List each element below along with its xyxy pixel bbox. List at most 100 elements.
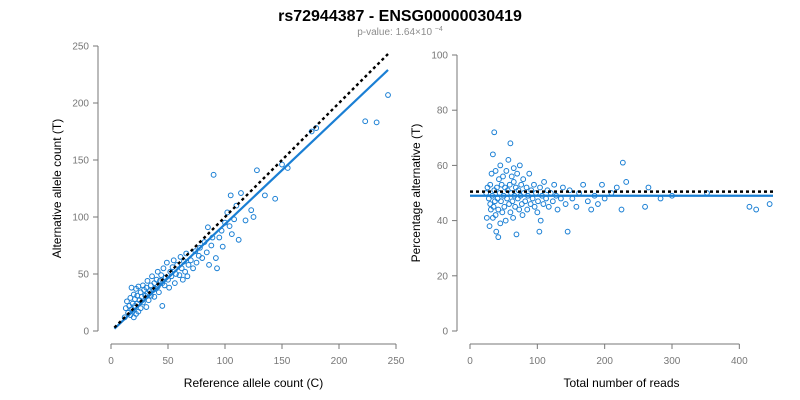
- left-data-point: [216, 234, 223, 241]
- left-data-point: [163, 259, 170, 266]
- right-data-point: [753, 206, 760, 213]
- left-data-point: [219, 243, 226, 250]
- right-data-point: [526, 170, 533, 177]
- right-data-point: [498, 181, 505, 188]
- left-data-point: [143, 304, 150, 310]
- left-data-point: [153, 276, 160, 283]
- left-data-point: [242, 217, 249, 224]
- left-data-point: [177, 254, 184, 260]
- right-data-point: [562, 201, 569, 207]
- left-data-point: [143, 284, 150, 291]
- right-data-point: [510, 179, 517, 185]
- right-data-point: [645, 184, 652, 191]
- right-data-point: [512, 203, 519, 210]
- chart-subtitle: p-value: 1.64×10 −4: [357, 26, 443, 38]
- right-data-point: [508, 173, 515, 180]
- left-x-tick-label: 150: [274, 356, 291, 367]
- right-data-point: [536, 228, 543, 235]
- right-data-point: [524, 206, 531, 213]
- left-data-point: [137, 305, 144, 312]
- left-data-point: [185, 261, 192, 268]
- left-data-point: [155, 289, 162, 296]
- right-data-point: [501, 203, 508, 210]
- left-data-point: [254, 167, 260, 174]
- right-data-point: [510, 165, 517, 172]
- right-data-point: [483, 214, 490, 221]
- left-reference-line: [113, 53, 389, 329]
- right-data-point: [623, 179, 630, 185]
- right-data-point: [487, 206, 494, 213]
- right-y-tick-label: 0: [442, 327, 448, 338]
- left-data-point: [226, 223, 233, 230]
- right-data-point: [573, 203, 580, 210]
- right-data-point: [507, 209, 514, 216]
- right-data-point: [513, 231, 520, 238]
- right-x-tick-label: 100: [529, 356, 546, 367]
- right-data-point: [766, 201, 773, 207]
- right-data-point: [498, 198, 504, 205]
- left-data-point: [151, 293, 158, 300]
- left-data-point: [197, 244, 203, 251]
- subtitle-text: p-value: 1.64×10: [357, 27, 432, 38]
- right-data-point: [492, 168, 499, 174]
- left-data-point: [149, 273, 155, 280]
- left-data-point: [233, 202, 240, 209]
- right-data-point: [599, 181, 605, 188]
- left-data-point: [171, 280, 178, 287]
- right-data-point: [537, 217, 544, 224]
- right-data-point: [519, 212, 526, 218]
- right-data-point: [613, 184, 620, 191]
- right-data-point: [522, 198, 529, 205]
- left-data-point: [170, 257, 177, 264]
- right-data-point: [531, 181, 537, 188]
- right-y-tick-label: 20: [437, 271, 449, 282]
- right-data-point: [491, 129, 498, 136]
- right-data-point: [537, 184, 543, 191]
- left-data-point: [179, 276, 186, 283]
- left-fit-line: [113, 69, 389, 330]
- right-data-point: [496, 176, 502, 183]
- left-data-point: [182, 268, 189, 275]
- right-data-point: [516, 206, 523, 213]
- right-data-point: [518, 181, 525, 188]
- left-y-tick-label: 200: [72, 99, 89, 110]
- left-data-point: [248, 207, 255, 214]
- left-data-point: [262, 192, 268, 199]
- right-data-point: [510, 214, 516, 221]
- right-data-point: [535, 198, 541, 205]
- right-data-point: [493, 228, 500, 235]
- left-y-axis-title: Alternative allele count (T): [50, 119, 64, 258]
- right-data-point: [495, 206, 502, 213]
- right-data-point: [502, 217, 509, 224]
- right-data-point: [489, 214, 496, 221]
- right-data-point: [523, 184, 530, 191]
- right-data-point: [554, 206, 561, 213]
- left-y-tick-label: 50: [78, 270, 90, 281]
- right-x-axis-title: Total number of reads: [563, 376, 679, 390]
- left-data-point: [210, 171, 217, 178]
- left-data-point: [166, 284, 173, 291]
- right-data-point: [527, 201, 534, 207]
- left-x-tick-label: 100: [217, 356, 234, 367]
- right-data-point: [549, 198, 556, 205]
- left-data-point: [272, 195, 279, 202]
- left-data-point: [362, 118, 369, 125]
- left-data-point: [176, 272, 183, 279]
- left-data-point: [250, 214, 257, 220]
- right-data-point: [566, 187, 573, 194]
- subtitle-exponent: −4: [435, 26, 443, 33]
- right-data-point: [487, 201, 494, 207]
- right-data-point: [495, 234, 502, 241]
- right-data-point: [512, 184, 519, 191]
- right-data-point: [518, 201, 525, 207]
- left-data-point: [235, 236, 242, 243]
- left-data-point: [184, 273, 191, 280]
- right-data-point: [497, 220, 504, 227]
- left-data-point: [190, 265, 196, 272]
- left-data-point: [203, 249, 210, 256]
- left-data-point: [385, 92, 391, 98]
- right-x-tick-label: 200: [596, 356, 613, 367]
- right-data-point: [564, 228, 571, 235]
